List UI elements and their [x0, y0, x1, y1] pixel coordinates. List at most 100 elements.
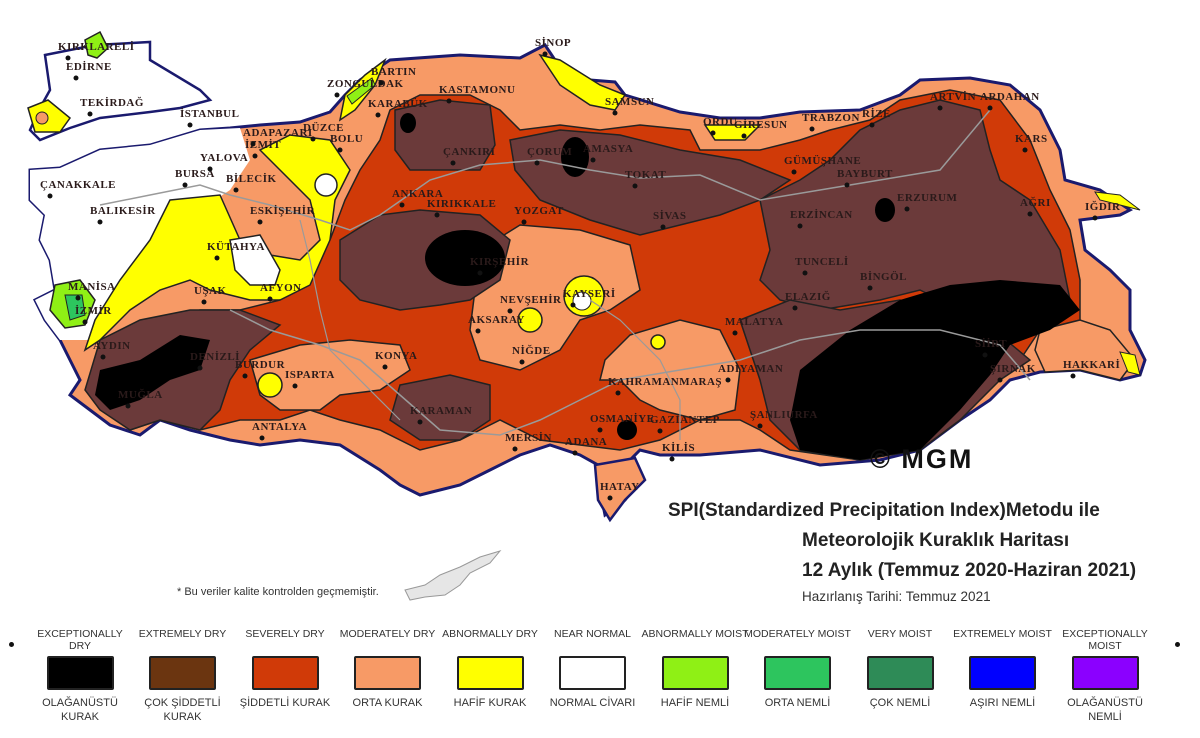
- city-label: MALATYA: [725, 316, 784, 328]
- region-border-line-4: [589, 299, 681, 440]
- city-label: KIRIKKALE: [427, 198, 496, 210]
- city-label: AFYON: [260, 282, 302, 294]
- city-dot: [597, 427, 603, 433]
- city-label: HAKKARİ: [1063, 359, 1120, 371]
- city-dot: [267, 296, 273, 302]
- city-dot: [417, 419, 423, 425]
- city-label: UŞAK: [194, 285, 227, 297]
- legend-label-en: VERY MOIST: [867, 628, 933, 640]
- city-dot: [233, 187, 239, 193]
- city-label: KONYA: [375, 350, 417, 362]
- city-dot: [521, 219, 527, 225]
- city-dot: [197, 365, 203, 371]
- legend-label-tr: HAFİF NEMLİ: [660, 697, 730, 709]
- legend-swatch: [559, 656, 626, 690]
- region-moist-kirklareli: [84, 30, 109, 59]
- city-dot: [512, 446, 518, 452]
- region-exceptional-southeast: [790, 280, 1080, 460]
- city-label: SİVAS: [653, 210, 687, 222]
- city-label: KÜTAHYA: [207, 240, 265, 253]
- city-dot: [710, 130, 716, 136]
- city-label: ADANA: [565, 436, 607, 448]
- city-label: EDİRNE: [66, 61, 112, 73]
- legend-swatch: [46, 656, 114, 690]
- city-dot: [242, 373, 248, 379]
- city-label: İSTANBUL: [180, 108, 239, 120]
- city-label: IĞDIR: [1085, 200, 1121, 213]
- city-dot: [657, 428, 663, 434]
- legend-item: EXCEPTIONALLY MOIST OLAĞANÜSTÜ NEMLİ: [1050, 628, 1160, 724]
- bullet-left: [9, 642, 14, 647]
- bullet-right: [1175, 642, 1180, 647]
- city-dot: [434, 212, 440, 218]
- city-dot: [259, 435, 265, 441]
- city-label: AKSARAY: [468, 314, 525, 326]
- region-exceptional-southwest: [95, 335, 210, 410]
- region-yellow-nevsehir: [517, 307, 543, 333]
- legend-label-tr: ORTA NEMLİ: [764, 697, 831, 709]
- region-yellow-hakkari: [1119, 351, 1141, 376]
- region-moderate-moist-izmir: [64, 294, 86, 321]
- legend-label-en: MODERATELY DRY: [339, 628, 436, 640]
- preparation-date: Hazırlanış Tarihi: Temmuz 2021: [802, 589, 991, 604]
- city-dot: [475, 328, 481, 334]
- city-label: ISPARTA: [285, 369, 335, 381]
- city-dot: [214, 255, 220, 261]
- city-dot: [669, 456, 675, 462]
- city-dot: [632, 183, 638, 189]
- legend-item: SEVERELY DRY ŞİDDETLİ KURAK: [230, 628, 340, 710]
- legend-label-tr: OLAĞANÜSTÜ KURAK: [42, 697, 118, 723]
- legend-item: ABNORMALLY MOIST HAFİF NEMLİ: [640, 628, 750, 710]
- city-label: ŞANLIURFA: [750, 409, 818, 421]
- city-label: KASTAMONU: [439, 84, 515, 96]
- city-dot: [182, 182, 188, 188]
- city-label: KARAMAN: [410, 405, 472, 417]
- city-dot: [207, 166, 213, 172]
- cyprus-map: [404, 550, 502, 601]
- city-label: TEKİRDAĞ: [80, 96, 144, 109]
- legend-item: NEAR NORMAL NORMAL CİVARI: [538, 628, 648, 710]
- city-dot: [867, 285, 873, 291]
- city-dot: [732, 330, 738, 336]
- city-dot: [450, 160, 456, 166]
- city-dot: [375, 112, 381, 118]
- region-extreme-karaman: [389, 374, 491, 441]
- city-dot: [802, 270, 808, 276]
- city-dot: [477, 270, 483, 276]
- legend-item: VERY MOIST ÇOK NEMLİ: [845, 628, 955, 710]
- region-yellow-malatya: [650, 334, 666, 350]
- city-dot: [399, 202, 405, 208]
- city-dot: [73, 75, 79, 81]
- legend-label-tr: OLAĞANÜSTÜ NEMLİ: [1067, 697, 1143, 723]
- legend-item: EXTREMELY MOIST AŞIRI NEMLİ: [948, 628, 1058, 710]
- city-label: KIRŞEHİR: [470, 256, 530, 268]
- city-label: SİNOP: [535, 37, 571, 49]
- city-label: ZONGULDAK: [327, 78, 404, 90]
- region-yellow-tekirdag: [27, 99, 72, 133]
- legend-item: EXTREMELY DRY ÇOK ŞİDDETLİ KURAK: [128, 628, 238, 724]
- city-dot: [997, 377, 1003, 383]
- city-dot: [125, 403, 131, 409]
- city-dot: [725, 377, 731, 383]
- city-label: SAMSUN: [605, 96, 654, 108]
- city-dot: [82, 319, 88, 325]
- city-label: ELAZIĞ: [785, 290, 831, 303]
- legend-label-en: EXTREMELY MOIST: [953, 628, 1052, 640]
- city-dot: [797, 223, 803, 229]
- city-dot: [47, 193, 53, 199]
- city-label: ERZİNCAN: [790, 209, 853, 221]
- region-yellow-isparta: [257, 372, 283, 398]
- city-label: KAYSERİ: [563, 288, 616, 300]
- city-dot: [869, 122, 875, 128]
- city-label: ADIYAMAN: [718, 363, 783, 375]
- legend-label-tr: ÇOK NEMLİ: [869, 697, 931, 709]
- city-label: ESKİŞEHİR: [250, 205, 316, 217]
- city-dot: [252, 153, 258, 159]
- city-label: NEVŞEHİR: [500, 294, 562, 306]
- legend-label-en: MODERATELY MOIST: [744, 628, 851, 640]
- region-moderate-konya: [249, 339, 411, 411]
- legend-swatch: [251, 656, 319, 690]
- city-label: YALOVA: [200, 152, 248, 164]
- city-label: ANKARA: [392, 188, 443, 200]
- city-dot: [615, 390, 621, 396]
